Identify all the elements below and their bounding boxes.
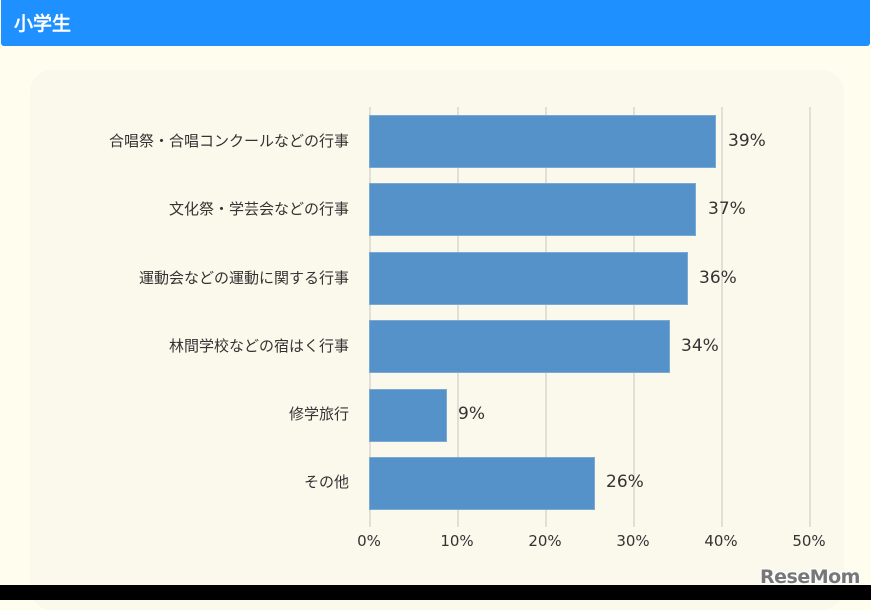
gridline-40 <box>721 107 723 527</box>
bar <box>369 115 716 168</box>
value-label: 37% <box>708 199 746 219</box>
x-tick: 40% <box>704 532 738 550</box>
category-label: 運動会などの運動に関する行事 <box>138 269 349 287</box>
x-tick: 10% <box>440 532 474 550</box>
category-label: 林間学校などの宿はく行事 <box>168 337 349 355</box>
value-label: 39% <box>728 131 766 151</box>
x-tick: 30% <box>616 532 650 550</box>
gridline-20 <box>545 107 547 527</box>
page-title: 小学生 <box>14 13 72 35</box>
bar <box>369 389 447 442</box>
category-label: 合唱祭・合唱コンクールなどの行事 <box>108 132 349 150</box>
x-tick: 50% <box>792 532 826 550</box>
gridline-30 <box>633 107 635 527</box>
category-label: 修学旅行 <box>288 405 349 423</box>
gridline-50 <box>809 107 811 527</box>
value-label: 9% <box>458 404 485 424</box>
bar <box>369 252 688 305</box>
x-tick: 0% <box>357 532 381 550</box>
category-label: その他 <box>303 473 349 491</box>
bar <box>369 457 595 510</box>
gridline-10 <box>457 107 459 527</box>
bar <box>369 320 670 373</box>
gridline-0 <box>369 107 371 527</box>
value-label: 34% <box>681 336 719 356</box>
value-label: 26% <box>606 472 644 492</box>
x-tick: 20% <box>528 532 562 550</box>
watermark-logo: ReseMom <box>760 566 860 588</box>
footer-bar <box>0 585 871 600</box>
category-label: 文化祭・学芸会などの行事 <box>168 200 349 218</box>
bar <box>369 183 696 236</box>
value-label: 36% <box>699 268 737 288</box>
header-bar: 小学生 <box>1 0 870 46</box>
